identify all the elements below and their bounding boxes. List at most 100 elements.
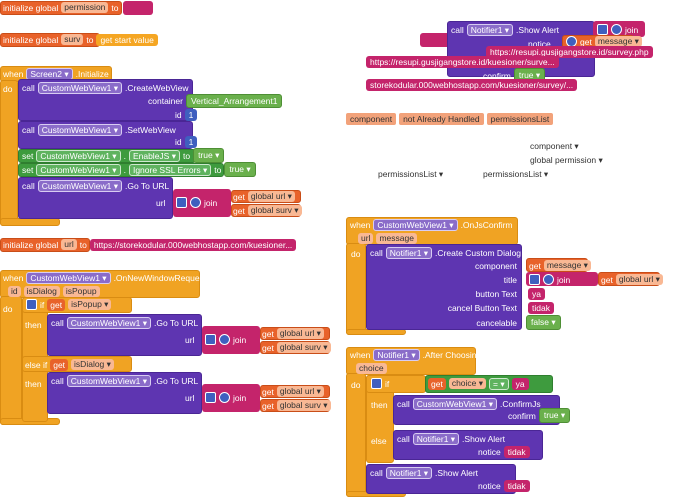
block-row: set CustomWebView1 ▾. EnableJS ▾ to true ▾ [22, 148, 225, 163]
block-row: get global surv ▾ [233, 204, 302, 217]
block-row: component not Already Handled permissionsL… [346, 112, 554, 125]
block-row: when CustomWebView1 ▾ .OnNewWindowRequest [3, 271, 206, 284]
block-row: when CustomWebView1 ▾ .OnJsConfirm [350, 218, 513, 231]
label: to [214, 164, 222, 175]
label: cancelable [476, 317, 517, 328]
field [190, 197, 201, 208]
block-row: storekodular.000webhostapp.com/kuesioner… [366, 78, 578, 91]
label: confirm [483, 70, 511, 81]
block-row: get global surv ▾ [262, 399, 331, 412]
block-row: join [176, 196, 217, 209]
label: .Show Alert [516, 24, 560, 35]
block-row: do [3, 302, 12, 315]
field: surv [61, 34, 84, 45]
label: join [233, 392, 247, 403]
label: to [86, 34, 94, 45]
field: tidak [528, 301, 554, 314]
block-row: else [371, 434, 387, 447]
block-row: url [185, 333, 194, 346]
block-row: do [351, 378, 360, 391]
field [219, 334, 230, 345]
field: global surv ▾ [247, 205, 302, 216]
label: when [3, 272, 24, 283]
field: global surv ▾ [276, 400, 331, 411]
field: 1 [184, 135, 198, 148]
label: .Show Alert [435, 467, 479, 478]
block-row: call CustomWebView1 ▾ .CreateWebView [22, 81, 188, 94]
field [529, 274, 540, 285]
label: to [79, 239, 87, 250]
field [597, 24, 608, 35]
label: then [25, 378, 42, 389]
block-row: call Notifier1 ▾ .Show Alert [370, 466, 478, 479]
field: choice [356, 363, 387, 374]
field: component [346, 112, 397, 125]
label: .ConfirmJs [500, 398, 541, 409]
label: get [233, 205, 245, 216]
block-row: url [156, 196, 165, 209]
block-row: initialize global url to https://storekodul… [3, 238, 297, 251]
block-row: permissionsList ▾ [483, 168, 548, 181]
label: get [262, 342, 274, 353]
param-row: component [380, 259, 517, 272]
field [611, 24, 622, 35]
field: permission [61, 2, 109, 13]
label: join [557, 274, 571, 285]
field: CustomWebView1 ▾ [36, 149, 121, 162]
field: CustomWebView1 ▾ [26, 271, 111, 284]
label: else if [25, 359, 48, 370]
label: initialize global [3, 239, 59, 250]
block-row: get message ▾ [529, 259, 591, 272]
field: EnableJS ▾ [128, 149, 180, 162]
label: when [3, 68, 24, 79]
label: id [175, 109, 182, 120]
block-row: do [351, 247, 360, 260]
field: url [61, 239, 77, 250]
field: isDialog ▾ [71, 359, 114, 370]
block-row: tidak [528, 301, 554, 314]
label: do [351, 248, 361, 259]
block-row: get choice ▾ = ▾ ya [428, 377, 529, 390]
field: CustomWebView1 ▾ [66, 316, 151, 329]
label: call [397, 433, 410, 444]
field: isPopup ▾ [68, 299, 112, 310]
label: initialize global [3, 2, 59, 13]
field: https://resupi.gusjigangstore.id/kuesion… [366, 55, 559, 68]
block-row: then [25, 377, 42, 390]
block-body [346, 373, 366, 497]
field: global url ▾ [247, 191, 295, 202]
field: global permission ▾ [530, 155, 603, 165]
label: url [185, 392, 195, 403]
block-row: then [371, 398, 388, 411]
block-row: call Notifier1 ▾ .Create Custom Dialog [370, 246, 521, 259]
label: .Create Custom Dialog [435, 247, 522, 258]
block-row: then [25, 318, 42, 331]
field: get [47, 298, 66, 311]
field: 1 [184, 108, 198, 121]
block-row: false ▾ [526, 315, 561, 330]
field: get start value [96, 33, 158, 46]
label: component [474, 260, 517, 271]
label: .Go To URL [125, 180, 170, 191]
label: .SetWebView [125, 124, 176, 135]
field: true ▾ [193, 148, 225, 163]
field: Notifier1 ▾ [466, 23, 514, 36]
block-body [420, 33, 450, 47]
field: = ▾ [489, 377, 509, 390]
block-body [0, 218, 60, 226]
block-row: initialize global surv to get start value [3, 33, 158, 46]
field: id [8, 286, 21, 297]
field: CustomWebView1 ▾ [37, 81, 122, 94]
field: Notifier1 ▾ [385, 466, 433, 479]
field: false ▾ [526, 315, 561, 330]
block-row: when Notifier1 ▾ .After Choosing [350, 348, 481, 361]
label: to [182, 150, 191, 161]
block-row: get global url ▾ [601, 273, 663, 286]
block-row: choice [356, 362, 387, 375]
block-row: notice tidak [478, 445, 530, 458]
label: container [148, 95, 183, 106]
label: confirm [508, 410, 536, 421]
label: notice [478, 446, 501, 457]
label: button Text [475, 288, 517, 299]
field: Notifier1 ▾ [373, 348, 420, 361]
